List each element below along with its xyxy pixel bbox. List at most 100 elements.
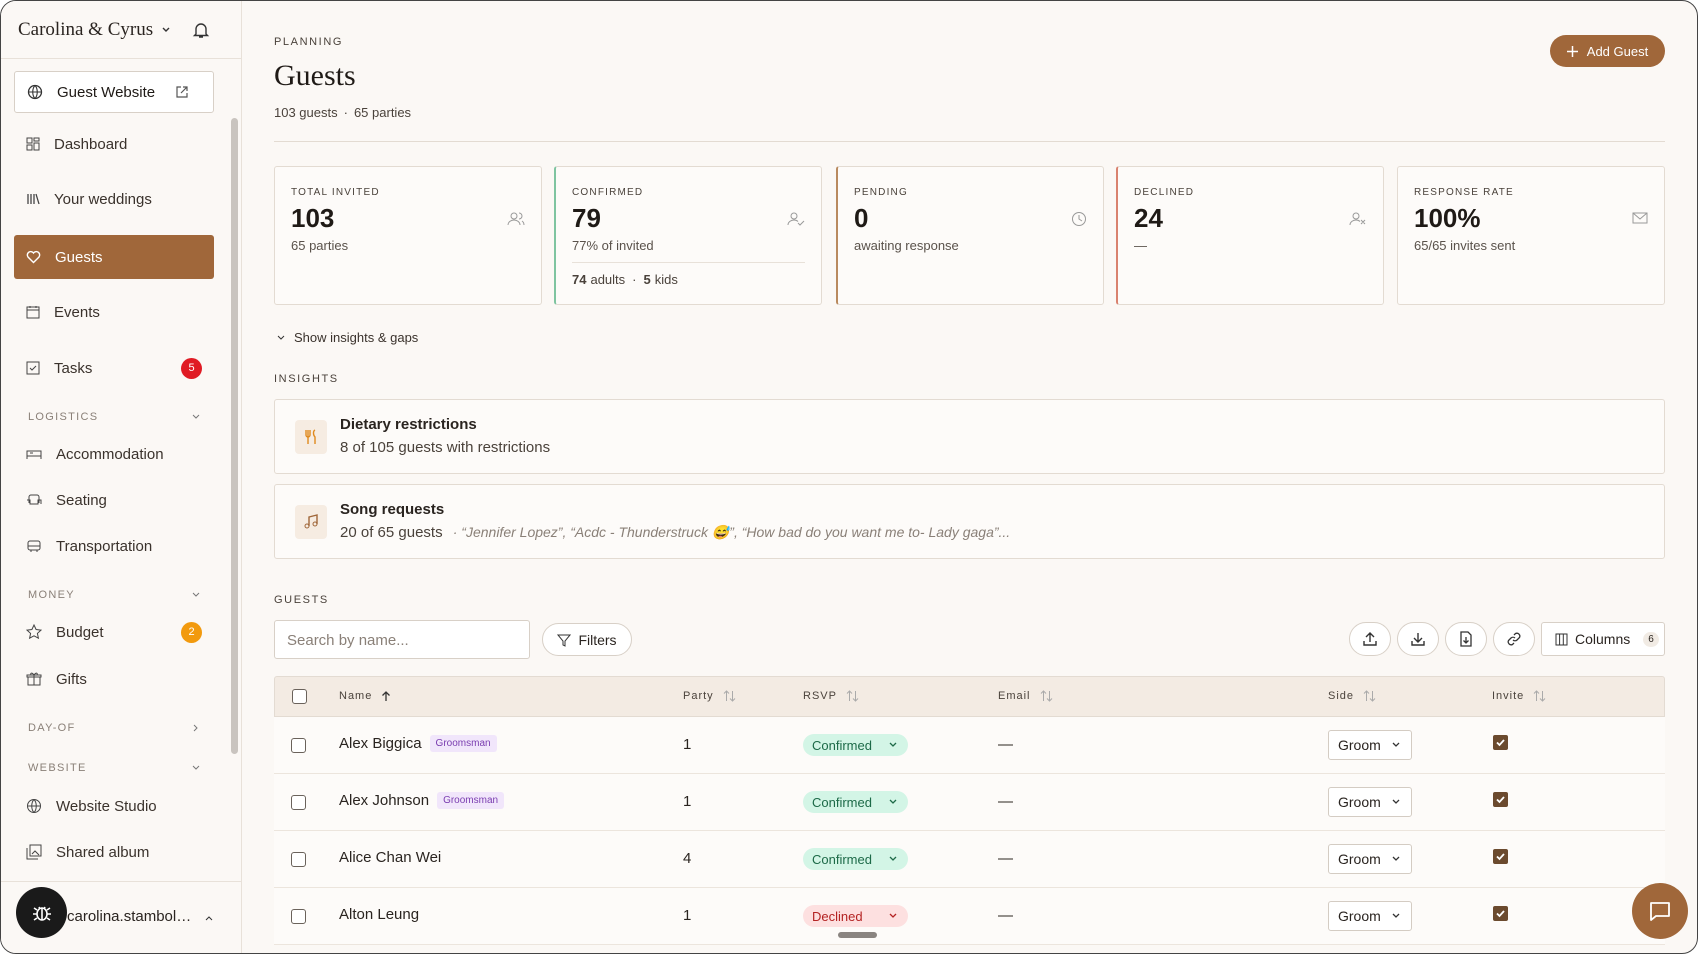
account-switcher[interactable]: Carolina & Cyrus	[18, 19, 171, 41]
nav-item[interactable]: Tasks 5	[14, 348, 214, 388]
rsvp-label: Confirmed	[812, 851, 872, 867]
column-header[interactable]: Side	[1328, 690, 1376, 702]
side-select[interactable]: Groom	[1328, 730, 1412, 760]
page-title: Guests	[274, 59, 356, 92]
scrollbar[interactable]	[231, 118, 238, 754]
guest-website-link[interactable]: Guest Website	[14, 71, 214, 113]
stat-label: RESPONSE RATE	[1414, 187, 1514, 198]
nav-item[interactable]: Your weddings	[14, 179, 214, 219]
guest-name[interactable]: Alice Chan Wei	[339, 849, 442, 866]
column-header[interactable]: RSVP	[803, 690, 859, 702]
nav-label: Tasks	[54, 359, 93, 377]
export-button[interactable]	[1445, 622, 1487, 656]
columns-count: 6	[1643, 631, 1659, 647]
chevron	[192, 765, 200, 770]
rsvp-pill[interactable]: Declined	[803, 905, 908, 927]
insight-text: 8 of 105 guests with restrictions	[340, 439, 551, 456]
guest-name-cell: Alex Biggica Groomsman	[339, 735, 497, 752]
guest-name[interactable]: Alex Johnson	[339, 792, 430, 809]
side-select[interactable]: Groom	[1328, 844, 1412, 874]
divider	[274, 141, 1665, 142]
party-size: 4	[683, 850, 692, 867]
rsvp-pill[interactable]: Confirmed	[803, 848, 908, 870]
header-label: Invite	[1492, 690, 1525, 702]
bell-icon[interactable]	[191, 20, 211, 40]
filters-button[interactable]: Filters	[542, 623, 632, 656]
role-tag: Groomsman	[437, 792, 505, 809]
party-size: 1	[683, 736, 692, 753]
nav-item[interactable]: Seating	[14, 480, 214, 520]
upload-button[interactable]	[1349, 622, 1391, 656]
column-header[interactable]: Name	[339, 690, 391, 702]
column-header[interactable]: Party	[683, 690, 736, 702]
table-row: Alex Johnson Groomsman 1 Confirmed — Groom	[274, 774, 1665, 831]
insight-card[interactable]: Dietary restrictions 8 of 105 guests with…	[274, 399, 1665, 474]
invite-checkbox[interactable]	[1493, 735, 1508, 750]
nav-item[interactable]: Budget 2	[14, 612, 214, 652]
section-title[interactable]: DAY-OF	[28, 722, 76, 734]
nav-label: Shared album	[56, 843, 150, 861]
invite-checkbox[interactable]	[1493, 792, 1508, 807]
kids-label: kids	[654, 272, 678, 287]
guest-name[interactable]: Alton Leung	[339, 906, 420, 923]
nav-item[interactable]: Gifts	[14, 659, 214, 699]
columns-button[interactable]: Columns 6	[1541, 622, 1665, 656]
section-title[interactable]: MONEY	[28, 589, 75, 601]
row-checkbox[interactable]	[291, 852, 306, 867]
header-label: RSVP	[803, 690, 837, 702]
stat-card: RESPONSE RATE 100% 65/65 invites sent	[1397, 166, 1665, 305]
debug-button[interactable]	[16, 887, 67, 938]
nav-item[interactable]: Events	[14, 292, 214, 332]
search-input[interactable]: Search by name...	[274, 620, 530, 659]
stat-value: 103	[291, 203, 335, 233]
row-checkbox[interactable]	[291, 909, 306, 924]
insight-card[interactable]: Song requests 20 of 65 guests · “Jennifer…	[274, 484, 1665, 559]
nav-label: Guests	[55, 248, 103, 266]
guest-name-cell: Alton Leung	[339, 906, 419, 923]
email: —	[998, 736, 1013, 753]
column-header[interactable]: Invite	[1492, 690, 1546, 702]
add-guest-button[interactable]: Add Guest	[1550, 35, 1665, 67]
nav-item-active[interactable]: Guests	[14, 235, 214, 279]
badge: 5	[181, 357, 202, 379]
divider	[572, 262, 805, 263]
section-title[interactable]: WEBSITE	[28, 762, 87, 774]
chevron	[192, 414, 200, 419]
chat-button[interactable]	[1632, 883, 1688, 939]
insights-toggle[interactable]: Show insights & gaps	[276, 330, 418, 345]
nav-item[interactable]: Accommodation	[14, 434, 214, 474]
rsvp-label: Confirmed	[812, 794, 872, 810]
nav-item[interactable]: Website Studio	[14, 786, 214, 826]
adults-count: 74	[572, 272, 587, 287]
guest-count: 103 guests	[274, 105, 338, 120]
guest-name[interactable]: Alex Biggica	[339, 735, 422, 752]
adults-label: adults	[590, 272, 626, 287]
rsvp-pill[interactable]: Confirmed	[803, 791, 908, 813]
download-button[interactable]	[1397, 622, 1439, 656]
side-select[interactable]: Groom	[1328, 787, 1412, 817]
dot: ·	[343, 105, 348, 120]
invite-checkbox[interactable]	[1493, 906, 1508, 921]
link-button[interactable]	[1493, 622, 1535, 656]
invite-checkbox[interactable]	[1493, 849, 1508, 864]
side-label: Groom	[1338, 851, 1381, 867]
nav-item[interactable]: Transportation	[14, 526, 214, 566]
nav-item[interactable]: Shared album	[14, 832, 214, 872]
table-row: Alex Biggica Groomsman 1 Confirmed — Groom	[274, 717, 1665, 774]
divider	[1, 58, 241, 59]
button-label: Add Guest	[1586, 43, 1649, 59]
nav-item[interactable]: Dashboard	[14, 124, 214, 164]
user-name[interactable]: carolina.stambol…	[67, 908, 192, 925]
section-title[interactable]: LOGISTICS	[28, 411, 99, 423]
column-header[interactable]: Email	[998, 690, 1053, 702]
rsvp-pill[interactable]: Confirmed	[803, 734, 908, 756]
row-checkbox[interactable]	[291, 795, 306, 810]
side-select[interactable]: Groom	[1328, 901, 1412, 931]
nav-label: Budget	[56, 623, 104, 641]
stat-sub: 65 parties	[291, 238, 349, 253]
row-checkbox[interactable]	[291, 738, 306, 753]
header-label: Party	[683, 690, 714, 702]
button-label: Filters	[578, 631, 617, 648]
select-all-checkbox[interactable]	[292, 689, 307, 704]
drag-handle[interactable]	[838, 932, 877, 938]
